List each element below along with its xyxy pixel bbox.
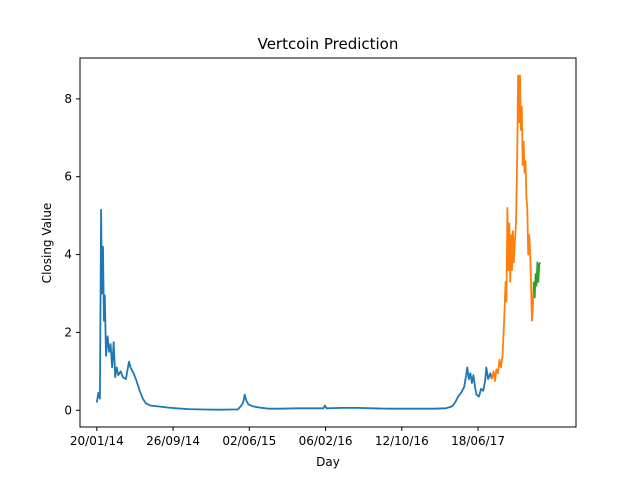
x-tick-label: 26/09/14 (146, 434, 200, 448)
x-axis-label: Day (316, 455, 340, 469)
y-tick-label: 4 (64, 248, 72, 262)
x-tick-label: 02/06/15 (222, 434, 276, 448)
axes-frame (79, 57, 577, 428)
chart-title: Vertcoin Prediction (258, 35, 399, 53)
y-axis: 0 2 4 6 8 (64, 92, 80, 417)
y-tick-label: 2 (64, 325, 72, 339)
plot-area (95, 74, 542, 411)
y-tick-label: 8 (64, 92, 72, 106)
x-tick-label: 20/01/14 (70, 434, 124, 448)
series-line-3 (532, 261, 542, 299)
series-line-1 (95, 208, 493, 411)
y-tick-label: 6 (64, 170, 72, 184)
x-axis: 20/01/14 26/09/14 02/06/15 06/02/16 12/10/16… (70, 427, 505, 448)
series-line-2 (490, 74, 535, 383)
x-tick-label: 06/02/16 (299, 434, 353, 448)
x-tick-label: 12/10/16 (375, 434, 429, 448)
y-tick-label: 0 (64, 403, 72, 417)
x-tick-label: 18/06/17 (451, 434, 505, 448)
y-axis-label: Closing Value (40, 203, 54, 284)
